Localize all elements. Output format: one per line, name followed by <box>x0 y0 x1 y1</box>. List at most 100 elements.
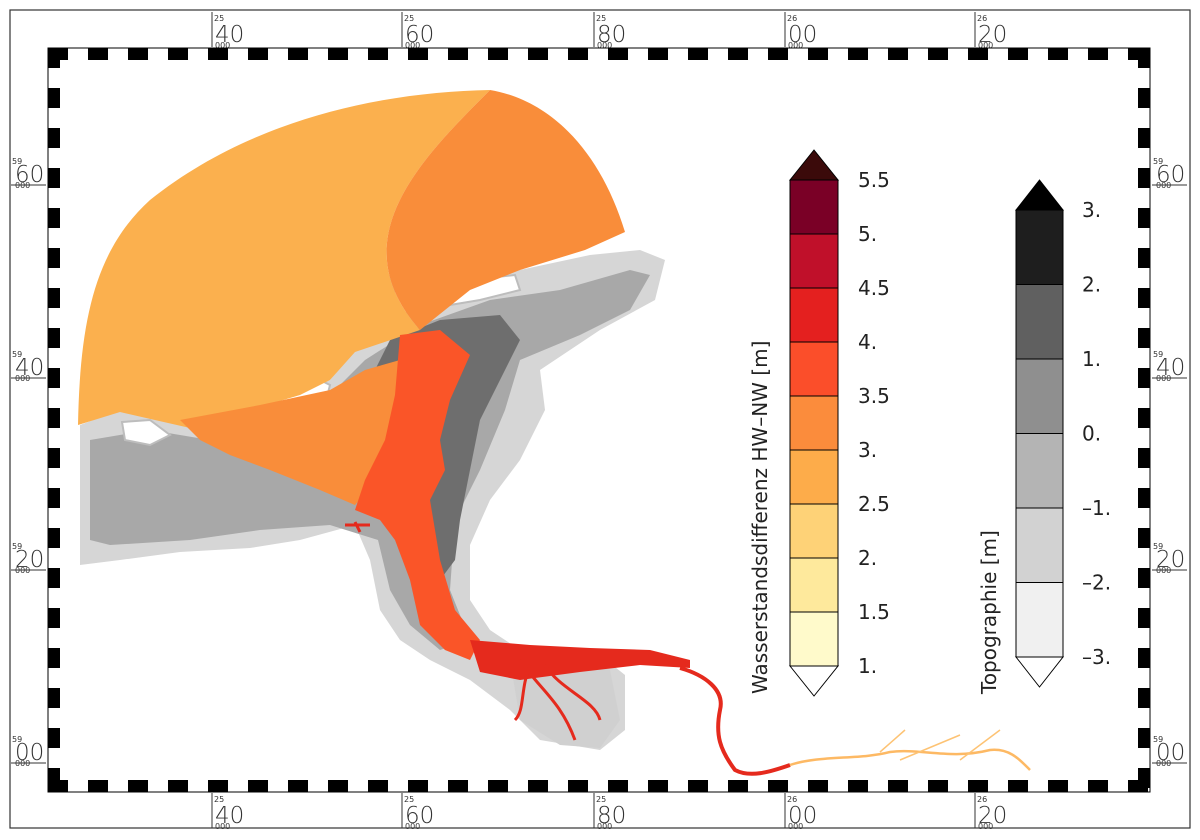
tick-sub: 000 <box>405 41 420 50</box>
neatline-segment <box>688 48 708 60</box>
legend-water-label: 2.5 <box>858 492 890 516</box>
neatline-segment <box>1008 780 1028 792</box>
neatline-segment <box>1138 168 1150 188</box>
neatline-segment <box>1088 48 1108 60</box>
tick-prefix: 25 <box>214 14 224 23</box>
legend-topo-label: –2. <box>1082 571 1111 595</box>
tick-value: 80 <box>597 22 626 48</box>
neatline-segment <box>1138 248 1150 268</box>
neatline-segment <box>488 48 508 60</box>
legend-topography: Topographie [m] 3. 2. 1. 0. –1. –2. –3. <box>977 179 1111 695</box>
neatline-segment <box>1138 648 1150 668</box>
neatline-segment <box>1138 128 1150 148</box>
legend-water-label: 4.5 <box>858 276 890 300</box>
neatline-segment <box>568 780 588 792</box>
tick-value: 40 <box>1156 355 1185 381</box>
tick-value: 20 <box>1156 547 1185 573</box>
neatline-segment <box>968 780 988 792</box>
sea-zone-bay <box>180 360 400 505</box>
tick-prefix: 26 <box>977 795 987 804</box>
neatline-segment <box>48 688 60 708</box>
legend-water-level: Wasserstandsdifferenz HW–NW [m] 5.5 5. 4.5… <box>748 149 890 697</box>
legend-topo-swatch <box>1015 433 1064 509</box>
island-west <box>120 418 172 447</box>
legend-water-label: 1.5 <box>858 600 890 624</box>
neatline-segment <box>328 48 348 60</box>
neatline-segment <box>288 48 308 60</box>
tick-value: 00 <box>788 803 817 829</box>
neatline-segment <box>368 780 388 792</box>
tick-prefix: 25 <box>596 14 606 23</box>
tick-sub: 000 <box>15 759 30 768</box>
legend-topo-label: 2. <box>1082 273 1101 297</box>
legend-water-swatch <box>789 503 839 559</box>
legend-water-label: 5. <box>858 222 877 246</box>
neatline-segment <box>888 780 908 792</box>
tick-sub: 000 <box>597 822 612 831</box>
tick-sub: 000 <box>15 181 30 190</box>
river-tributary-small <box>879 729 1001 761</box>
tidal-flats-inner <box>510 655 620 748</box>
neatline-segment <box>1138 328 1150 348</box>
neatline-segment <box>48 368 60 388</box>
neatline-segment <box>608 780 628 792</box>
neatline-segment <box>888 48 908 60</box>
neatline-segment <box>1138 728 1150 748</box>
neatline-segment <box>48 728 60 748</box>
neatline-segment <box>328 780 348 792</box>
tick-sub: 000 <box>788 822 803 831</box>
tick-prefix: 26 <box>787 14 797 23</box>
tick-prefix: 59 <box>12 542 22 551</box>
neatline-segment <box>48 448 60 468</box>
neatline-segment <box>1048 48 1068 60</box>
legend-topo-label: –3. <box>1082 645 1111 669</box>
neatline-segment <box>1138 688 1150 708</box>
tick-sub: 000 <box>597 41 612 50</box>
tick-prefix: 25 <box>404 14 414 23</box>
legend-water-label: 5.5 <box>858 168 890 192</box>
map-neatline <box>47 47 1151 793</box>
tick-prefix: 26 <box>977 14 987 23</box>
sea-zone-light <box>78 90 490 428</box>
neatline-segment <box>1138 768 1150 788</box>
neatline-segment <box>768 48 788 60</box>
legend-topo-swatch <box>1015 582 1064 658</box>
neatline-segment <box>1138 448 1150 468</box>
tick-value: 00 <box>1156 740 1185 766</box>
neatline-segment <box>448 780 468 792</box>
neatline-segment <box>48 328 60 348</box>
legend-water-swatch <box>789 233 839 289</box>
river-tributary <box>789 748 1031 771</box>
neatline-segment <box>48 88 60 108</box>
neatline-segment <box>48 528 60 548</box>
neatline-segment <box>48 408 60 428</box>
legend-water-swatch <box>789 395 839 451</box>
tick-sub: 000 <box>1156 759 1171 768</box>
tick-prefix: 59 <box>12 735 22 744</box>
neatline-segment <box>128 48 148 60</box>
legend-water-swatch <box>789 341 839 397</box>
neatline-segment <box>1138 488 1150 508</box>
tick-value: 40 <box>15 355 44 381</box>
neatline-segment <box>1088 780 1108 792</box>
tick-prefix: 59 <box>1153 157 1163 166</box>
tick-prefix: 59 <box>1153 542 1163 551</box>
legend-topo-swatch <box>1015 507 1064 583</box>
legend-topo-swatch <box>1015 358 1064 434</box>
tick-value: 60 <box>15 162 44 188</box>
neatline-segment <box>568 48 588 60</box>
legend-water-label: 1. <box>858 654 877 678</box>
legend-topo-swatch <box>1015 284 1064 360</box>
legend-water-swatch <box>789 179 839 235</box>
neatline-segment <box>728 780 748 792</box>
neatline-segment <box>48 568 60 588</box>
tick-sub: 000 <box>15 566 30 575</box>
neatline-segment <box>248 48 268 60</box>
neatline-segment <box>128 780 148 792</box>
legend-topo-label: 1. <box>1082 347 1101 371</box>
neatline-segment <box>968 48 988 60</box>
map-content <box>78 90 1031 776</box>
neatline-segment <box>48 608 60 628</box>
neatline-segment <box>208 780 228 792</box>
